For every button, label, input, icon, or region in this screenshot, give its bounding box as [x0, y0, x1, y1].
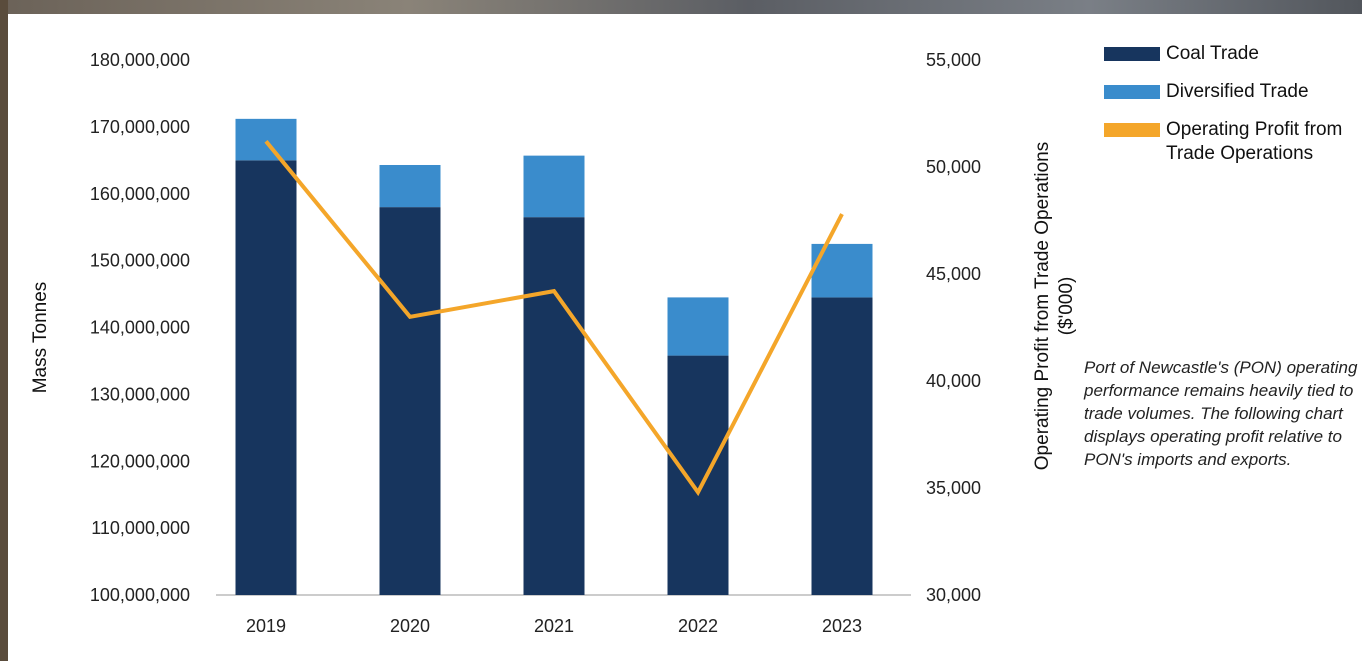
background-photo — [0, 0, 1362, 14]
chart: 100,000,000 110,000,000 120,000,000 130,000… — [30, 50, 1077, 636]
x-axis-tick-label: 2023 — [822, 616, 862, 636]
right-axis-title-unit: ($'000) — [1056, 277, 1077, 336]
legend-item-coal: Coal Trade — [1104, 42, 1362, 66]
left-axis-tick-label: 140,000,000 — [90, 318, 190, 338]
right-axis-tick-label: 50,000 — [926, 157, 981, 177]
left-axis-tick-label: 150,000,000 — [90, 251, 190, 271]
legend-label-coal: Coal Trade — [1166, 43, 1259, 64]
x-axis-tick-label: 2021 — [534, 616, 574, 636]
bar-coal-trade — [811, 297, 873, 595]
left-axis-tick-label: 130,000,000 — [90, 384, 190, 404]
bar-coal-trade — [379, 207, 441, 595]
right-axis-title: Operating Profit from Trade Operations — [1032, 142, 1053, 470]
legend-swatch-coal — [1104, 47, 1160, 61]
right-axis-tick-label: 40,000 — [926, 371, 981, 391]
left-axis-tick-label: 100,000,000 — [90, 585, 190, 605]
left-axis-tick-label: 180,000,000 — [90, 50, 190, 70]
chart-card: 100,000,000 110,000,000 120,000,000 130,000… — [8, 14, 1362, 661]
legend: Coal Trade Diversified Trade Operating P… — [1104, 42, 1362, 180]
legend-label-diversified: Diversified Trade — [1166, 81, 1309, 102]
x-axis-tick-label: 2020 — [390, 616, 430, 636]
bar-coal-trade — [667, 355, 729, 595]
bar-coal-trade — [523, 217, 585, 595]
bar-diversified-trade — [235, 118, 297, 161]
right-axis-tick-label: 45,000 — [926, 264, 981, 284]
x-axis-tick-label: 2019 — [246, 616, 286, 636]
bar-diversified-trade — [667, 297, 729, 356]
left-axis-tick-label: 110,000,000 — [91, 518, 190, 538]
left-axis-tick-label: 120,000,000 — [90, 451, 190, 471]
left-axis-tick-label: 170,000,000 — [90, 117, 190, 137]
legend-item-profit: Operating Profit from Trade Operations — [1104, 118, 1362, 166]
legend-swatch-profit — [1104, 123, 1160, 137]
right-axis-tick-label: 35,000 — [926, 478, 981, 498]
bar-diversified-trade — [379, 164, 441, 208]
legend-item-diversified: Diversified Trade — [1104, 80, 1362, 104]
chart-note: Port of Newcastle's (PON) operating perf… — [1084, 358, 1358, 469]
right-axis-tick-label: 30,000 — [926, 585, 981, 605]
right-axis-tick-label: 55,000 — [926, 50, 981, 70]
bar-diversified-trade — [523, 155, 585, 218]
bar-coal-trade — [235, 160, 297, 595]
left-axis-title: Mass Tonnes — [30, 282, 51, 394]
line-operating-profit — [264, 140, 844, 497]
legend-swatch-diversified — [1104, 85, 1160, 99]
legend-label-profit: Operating Profit from Trade Operations — [1166, 119, 1343, 164]
background-photo-edge — [0, 0, 8, 661]
left-axis-tick-label: 160,000,000 — [90, 184, 190, 204]
x-axis-tick-label: 2022 — [678, 616, 718, 636]
